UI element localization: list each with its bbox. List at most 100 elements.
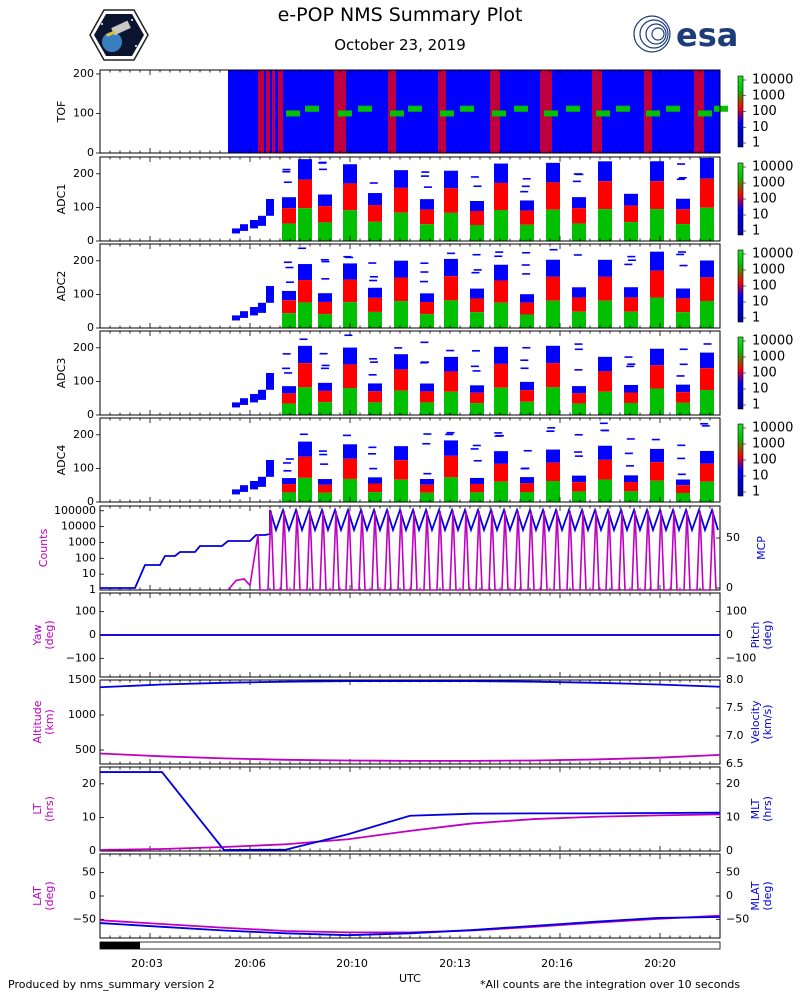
- adc-dash: [282, 462, 291, 464]
- adc-dash: [445, 433, 454, 436]
- adc-band-low: [572, 287, 586, 298]
- adc-band-mid: [650, 270, 664, 298]
- y-tick-label-left: 0: [89, 628, 96, 641]
- adc-band-low: [343, 347, 357, 365]
- panel-ylabel: ADC2: [55, 271, 68, 302]
- colorbar-tick-label: 1000: [752, 437, 785, 452]
- adc-band-low: [470, 385, 484, 393]
- adc-band-mid: [520, 390, 534, 402]
- adc-band-high: [282, 313, 296, 328]
- y-tick-label-left: 1500: [68, 673, 96, 686]
- adc-band-high: [298, 302, 312, 328]
- adc-dash: [678, 251, 687, 253]
- adc-dash: [369, 467, 378, 470]
- adc-dash: [677, 444, 686, 447]
- adc-dash: [344, 334, 353, 337]
- adc-band-low: [624, 384, 638, 393]
- adc-dash: [573, 254, 582, 256]
- panel-ylabel-right: MLAT(deg): [749, 881, 774, 911]
- colorbar: [738, 76, 743, 147]
- adc-band-low: [520, 294, 534, 303]
- adc-band-low: [598, 445, 612, 460]
- panel-ylabel: ADC3: [55, 358, 68, 389]
- footer-note: *All counts are the integration over 10 …: [480, 978, 741, 991]
- adc-band-low: [700, 352, 714, 369]
- adc-band-mid: [343, 458, 357, 479]
- adc-band-low: [298, 159, 312, 180]
- adc-dash: [547, 427, 556, 429]
- adc-band-high: [394, 390, 408, 415]
- tof-peak: [646, 110, 660, 117]
- adc-dash: [574, 451, 583, 453]
- adc-band-mid: [546, 182, 560, 210]
- adc-early: [240, 224, 248, 231]
- adc-dash: [470, 365, 479, 368]
- x-axis-label: UTC: [399, 972, 421, 985]
- adc-band-low: [394, 354, 408, 370]
- adc-band-low: [298, 345, 312, 364]
- y-tick-label-left: −100: [66, 651, 96, 664]
- adc-band-mid: [420, 302, 434, 315]
- panel-ylabel-left: Counts: [37, 529, 50, 568]
- adc-band-high: [394, 212, 408, 241]
- adc-dash: [521, 264, 530, 266]
- colorbar-tick-label: 100: [752, 279, 777, 294]
- lat-line: [99, 914, 721, 934]
- adc-band-low: [494, 163, 508, 183]
- adc-dash: [520, 190, 529, 193]
- colorbar-tick-label: 10: [752, 120, 769, 135]
- adc-band-mid: [394, 187, 408, 213]
- adc-band-low: [650, 348, 664, 366]
- counts-line: [227, 510, 717, 591]
- adc-band-high: [676, 402, 690, 415]
- adc-early: [232, 315, 240, 321]
- adc-band-high: [572, 491, 586, 502]
- panel-frame: [99, 853, 721, 939]
- y-tick-label-left: 1000: [68, 708, 96, 721]
- adc-band-high: [394, 479, 408, 502]
- adc-band-high: [650, 480, 664, 502]
- adc-dash: [285, 458, 294, 460]
- adc-dash: [522, 251, 531, 254]
- adc-dash: [285, 266, 294, 269]
- colorbar-tick-label: 10000: [752, 421, 793, 436]
- adc-dash: [574, 369, 583, 371]
- adc-dash: [423, 186, 432, 188]
- adc-band-mid: [572, 393, 586, 404]
- adc-band-mid: [700, 368, 714, 391]
- adc-band-high: [470, 492, 484, 502]
- y-tick-label-left: 100000: [54, 504, 96, 517]
- panel-frame: [99, 766, 721, 852]
- y-tick-label: 200: [73, 341, 94, 354]
- adc-early: [258, 215, 266, 226]
- panel-background: [100, 244, 720, 328]
- adc-early: [250, 481, 258, 490]
- y-tick-label: 100: [73, 461, 94, 474]
- colorbar-tick-label: 10000: [752, 160, 793, 175]
- colorbar-tick-label: 1: [752, 224, 760, 239]
- adc-band-low: [700, 157, 714, 179]
- adc-early: [240, 485, 248, 492]
- adc-band-high: [470, 224, 484, 241]
- adc-dash: [473, 269, 482, 271]
- adc-band-high: [598, 209, 612, 241]
- adc-band-mid: [318, 390, 332, 403]
- y-tick-label: 100: [73, 287, 94, 300]
- adc-band-high: [624, 311, 638, 328]
- adc-dash: [369, 275, 378, 278]
- adc-band-high: [318, 402, 332, 415]
- esa-logo-text: esa: [676, 16, 738, 54]
- adc-dash: [700, 422, 709, 425]
- adc-band-low: [394, 260, 408, 278]
- tof-peak: [596, 110, 610, 117]
- adc-dash: [624, 356, 633, 358]
- adc-dash: [701, 425, 710, 427]
- adc-band-high: [546, 481, 560, 502]
- adc-band-mid: [470, 392, 484, 404]
- adc-band-mid: [298, 179, 312, 209]
- adc-band-mid: [368, 483, 382, 493]
- adc-band-high: [318, 222, 332, 241]
- adc-early: [266, 199, 274, 216]
- adc-band-high: [598, 391, 612, 415]
